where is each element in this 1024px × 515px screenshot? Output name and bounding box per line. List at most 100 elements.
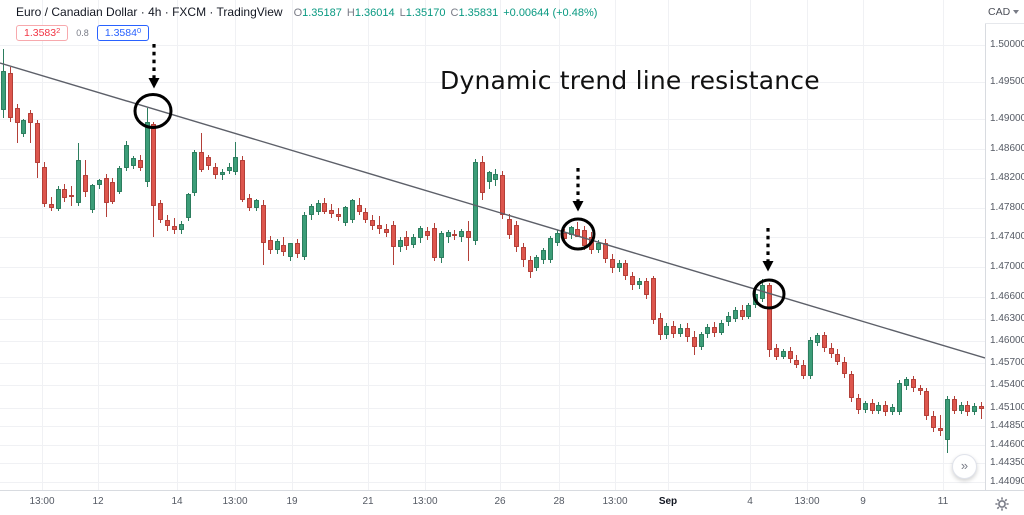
- close-label: C: [450, 7, 459, 19]
- price-axis-label: 1.49000: [990, 113, 1024, 124]
- candle: [513, 224, 519, 247]
- low-value: 1.35170: [405, 7, 446, 19]
- gridline-h: [0, 463, 985, 465]
- candle: [493, 173, 499, 180]
- candle: [199, 152, 205, 171]
- candle: [363, 212, 369, 221]
- price-axis-label: 1.50000: [990, 39, 1024, 50]
- candle: [383, 229, 389, 233]
- candle: [972, 406, 978, 413]
- candle: [226, 167, 232, 171]
- candle: [725, 315, 731, 323]
- annotation-text[interactable]: Dynamic trend line resistance: [440, 66, 820, 95]
- candle: [41, 167, 47, 205]
- candle: [315, 202, 321, 213]
- candle: [657, 318, 663, 336]
- time-axis-label: 12: [92, 496, 104, 507]
- time-axis-label: 13:00: [412, 496, 438, 507]
- price-axis-label: 1.46300: [990, 312, 1024, 324]
- candle: [486, 171, 492, 182]
- ohlc-values: O1.35187 H1.36014 L1.35170 C1.35831 +0.00644…: [289, 7, 598, 19]
- candle: [596, 242, 601, 250]
- candle: [719, 322, 725, 333]
- gridline-h: [0, 45, 985, 46]
- candle: [808, 340, 814, 376]
- candle: [466, 231, 472, 239]
- candle: [7, 73, 13, 119]
- candle: [35, 123, 41, 164]
- candle: [103, 178, 109, 204]
- time-axis-label: 13:00: [794, 496, 820, 507]
- legend-row-quotes: 1.3583 2 0.8 1.3584 0: [16, 25, 597, 41]
- candle: [301, 215, 307, 258]
- price-axis-settings-button[interactable]: [994, 496, 1010, 512]
- candle: [979, 406, 985, 410]
- candle: [650, 278, 656, 321]
- symbol-title[interactable]: Euro / Canadian Dollar · 4h · FXCM · Tra…: [16, 5, 283, 19]
- currency-label: CAD: [988, 5, 1011, 18]
- candle: [212, 167, 218, 176]
- candle: [664, 326, 670, 336]
- candle: [520, 247, 526, 261]
- double-chevron-right-icon: »: [960, 458, 969, 473]
- candle: [479, 161, 485, 193]
- time-axis-label: 13:00: [602, 496, 628, 507]
- price-axis-label: 1.44090: [990, 476, 1024, 488]
- candle: [671, 326, 677, 334]
- candle: [124, 144, 130, 168]
- open-value: 1.35187: [302, 7, 342, 19]
- candle: [404, 236, 410, 247]
- candle: [582, 230, 588, 247]
- go-to-realtime-button[interactable]: »: [952, 454, 977, 479]
- candle: [814, 335, 820, 344]
- candle: [643, 281, 649, 296]
- price-axis[interactable]: 1.50000 1.49500 1.49000 1.48600 1.48200 1.478…: [985, 0, 1024, 490]
- time-axis-label: 9: [860, 496, 866, 507]
- candle: [541, 249, 547, 261]
- candle: [459, 231, 465, 238]
- candle: [295, 243, 301, 255]
- candle: [48, 204, 54, 208]
- candle: [630, 275, 636, 286]
- time-axis-label: 13:00: [29, 496, 55, 507]
- time-axis-label: 13:00: [222, 496, 248, 507]
- candle: [548, 238, 554, 261]
- candle-wick: [468, 221, 470, 262]
- close-value: 1.35831: [458, 7, 499, 19]
- change-value: +0.00644 (+0.48%): [503, 7, 598, 19]
- candle: [507, 218, 513, 236]
- candle: [828, 348, 834, 354]
- candle: [178, 224, 184, 230]
- time-axis-label: 26: [494, 496, 506, 507]
- candle: [62, 189, 68, 199]
- price-axis-label: 1.45400: [990, 379, 1024, 391]
- candle: [732, 309, 738, 319]
- time-axis[interactable]: 13:00 12 14 13:00 19 21 13:00 26 28 13:00 Sep 4 13:0…: [0, 490, 1024, 515]
- chevron-down-icon: [1013, 9, 1020, 14]
- candle: [240, 159, 246, 200]
- candle: [760, 284, 766, 299]
- high-label: H: [346, 7, 355, 19]
- candle: [117, 167, 123, 193]
- ask-price: 1.3584: [104, 27, 137, 39]
- candle: [821, 335, 827, 349]
- spread-value: 0.8: [76, 28, 89, 38]
- candle: [568, 227, 574, 236]
- low-label: L: [399, 7, 406, 19]
- candle: [773, 348, 779, 357]
- chart-pane[interactable]: Dynamic trend line resistance: [0, 0, 985, 490]
- candle: [144, 121, 150, 182]
- price-axis-label: 1.45100: [990, 401, 1024, 413]
- price-axis-label: 1.44350: [990, 457, 1024, 469]
- buy-button[interactable]: 1.3584 0: [96, 25, 150, 41]
- candle: [561, 232, 567, 239]
- sell-button[interactable]: 1.3583 2: [16, 25, 69, 41]
- candle: [589, 236, 595, 250]
- ask-price-sup: 0: [136, 26, 142, 35]
- candle: [336, 213, 342, 217]
- candle: [534, 257, 540, 268]
- currency-dropdown[interactable]: CAD: [985, 0, 1024, 24]
- candle: [233, 157, 239, 173]
- candle: [876, 404, 882, 411]
- candle: [130, 158, 136, 166]
